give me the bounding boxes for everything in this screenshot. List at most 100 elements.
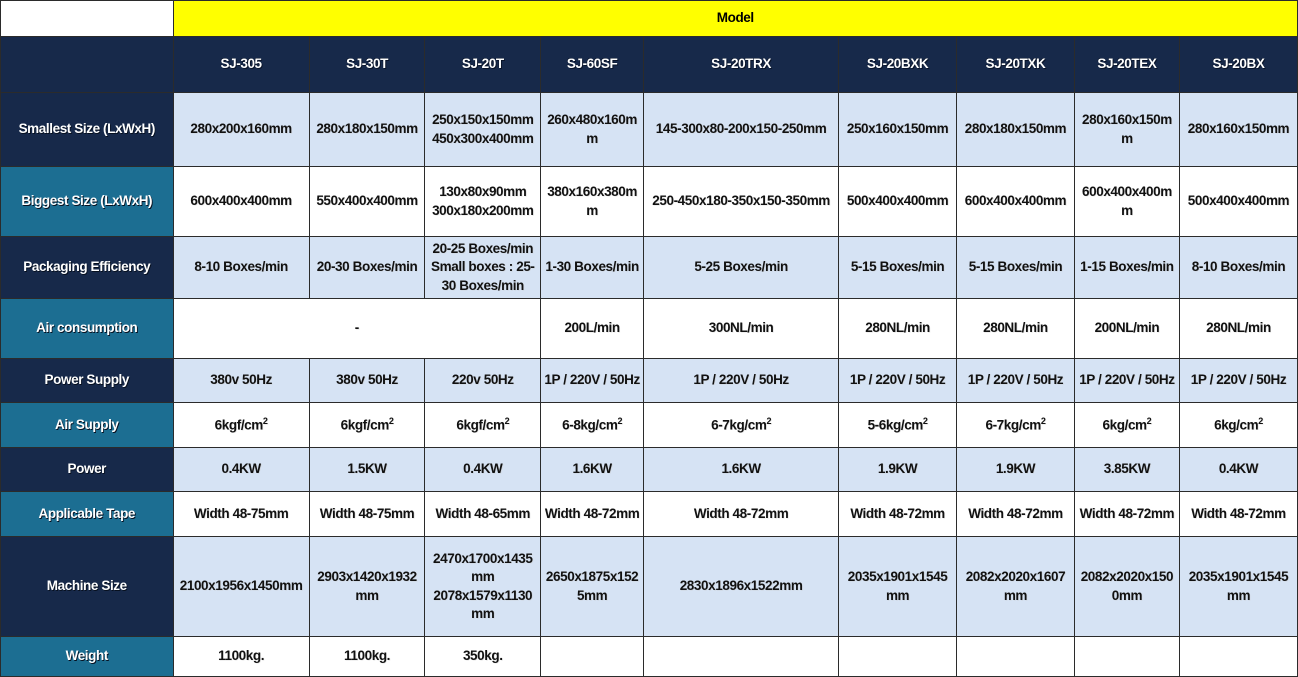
cell-sj-305: 600x400x400mm: [172, 166, 310, 237]
cell-sj-20bx: 280NL/min: [1178, 298, 1298, 359]
header-row-label-blank: [0, 36, 174, 93]
cell-sj-20txk: Width 48-72mm: [956, 491, 1075, 537]
row-label-applicable-tape: Applicable Tape: [0, 491, 174, 537]
banner-row: Model: [0, 0, 1298, 37]
cell-value: 6-7kg/cm: [985, 417, 1041, 433]
cell-sj-20trx: Width 48-72mm: [643, 491, 840, 537]
row-label-smallest-size-lxwxh: Smallest Size (LxWxH): [0, 92, 174, 167]
table-row: Smallest Size (LxWxH) 280x200x160mm 280x18…: [0, 92, 1298, 167]
model-header-sj-305: SJ-305: [172, 36, 310, 93]
model-banner: Model: [172, 0, 1298, 37]
cell-sj-60sf: Width 48-72mm: [540, 491, 645, 537]
cell-sj-305: 380v 50Hz: [172, 358, 310, 403]
table-row: Packaging Efficiency 8-10 Boxes/min 20-30 …: [0, 236, 1298, 299]
cell-line: 300x180x200mm: [432, 202, 534, 218]
cell-sj-20tex: 1-15 Boxes/min: [1073, 236, 1180, 299]
cell-sj-305: 2100x1956x1450mm: [172, 536, 310, 637]
cell-sj-20bx: Width 48-72mm: [1178, 491, 1298, 537]
cell-sj-20bx: [1178, 636, 1298, 677]
cell-sj-20txk: 2082x2020x1607mm: [956, 536, 1075, 637]
model-header-sj-20tex: SJ-20TEX: [1073, 36, 1180, 93]
model-header-sj-20bx: SJ-20BX: [1178, 36, 1298, 93]
table-row: Power Supply 380v 50Hz 380v 50Hz 220v 50Hz 1…: [0, 358, 1298, 403]
cell-value: 6-8kg/cm: [562, 417, 618, 433]
cell-sj-30t: 6kgf/cm2: [308, 402, 426, 448]
cell-sj-60sf: 1.6KW: [540, 447, 645, 492]
superscript: 2: [504, 416, 510, 427]
cell-sj-60sf: 380x160x380mm: [540, 166, 645, 237]
cell-sj-20t: 20-25 Boxes/min Small boxes : 25-30 Boxe…: [424, 236, 542, 299]
cell-sj-20trx: 250-450x180-350x150-350mm: [643, 166, 840, 237]
cell-sj-60sf: 260x480x160mm: [540, 92, 645, 167]
table-row: Machine Size 2100x1956x1450mm 2903x1420x19…: [0, 536, 1298, 637]
cell-sj-20bxk: 1P / 220V / 50Hz: [838, 358, 957, 403]
superscript: 2: [388, 416, 394, 427]
table-row: Power 0.4KW 1.5KW 0.4KW 1.6KW 1.6KW 1.9KW 1.9KW…: [0, 447, 1298, 492]
cell-sj-20bxk: 280NL/min: [838, 298, 957, 359]
cell-sj-20trx: 1.6KW: [643, 447, 840, 492]
cell-sj-20trx: 300NL/min: [643, 298, 840, 359]
cell-sj-305: 6kgf/cm2: [172, 402, 310, 448]
cell-sj-20t: 220v 50Hz: [424, 358, 542, 403]
cell-sj-20bx: 1P / 220V / 50Hz: [1178, 358, 1298, 403]
cell-sj-20t: 2470x1700x1435mm 2078x1579x1130mm: [424, 536, 542, 637]
cell-sj-20bxk: Width 48-72mm: [838, 491, 957, 537]
cell-sj-20tex: 6kg/cm2: [1073, 402, 1180, 448]
cell-sj-60sf: 2650x1875x1525mm: [540, 536, 645, 637]
cell-sj-20bxk: 2035x1901x1545mm: [838, 536, 957, 637]
model-header-sj-30t: SJ-30T: [308, 36, 426, 93]
cell-sj-305: 8-10 Boxes/min: [172, 236, 310, 299]
table-row: Biggest Size (LxWxH) 600x400x400mm 550x400…: [0, 166, 1298, 237]
merged-data-cell: -: [172, 298, 542, 359]
model-header-sj-20trx: SJ-20TRX: [643, 36, 840, 93]
cell-sj-20trx: 145-300x80-200x150-250mm: [643, 92, 840, 167]
cell-sj-20txk: 5-15 Boxes/min: [956, 236, 1075, 299]
row-label-power: Power: [0, 447, 174, 492]
cell-sj-20bx: 280x160x150mm: [1178, 92, 1298, 167]
cell-sj-20t: 0.4KW: [424, 447, 542, 492]
cell-sj-20bxk: [838, 636, 957, 677]
cell-sj-20tex: 2082x2020x1500mm: [1073, 536, 1180, 637]
cell-sj-60sf: [540, 636, 645, 677]
cell-sj-20tex: 280x160x150mm: [1073, 92, 1180, 167]
cell-sj-20bx: 500x400x400mm: [1178, 166, 1298, 237]
cell-sj-60sf: 1-30 Boxes/min: [540, 236, 645, 299]
cell-sj-305: 1100kg.: [172, 636, 310, 677]
cell-sj-20tex: [1073, 636, 1180, 677]
model-header-sj-20t: SJ-20T: [424, 36, 542, 93]
cell-sj-20bxk: 500x400x400mm: [838, 166, 957, 237]
cell-sj-20trx: 2830x1896x1522mm: [643, 536, 840, 637]
row-label-air-supply: Air Supply: [0, 402, 174, 448]
cell-value: 6kgf/cm: [214, 417, 264, 433]
cell-sj-20txk: 280NL/min: [956, 298, 1075, 359]
cell-sj-20trx: [643, 636, 840, 677]
cell-line: 2470x1700x1435mm: [433, 551, 533, 585]
cell-sj-305: Width 48-75mm: [172, 491, 310, 537]
cell-sj-20tex: 1P / 220V / 50Hz: [1073, 358, 1180, 403]
cell-sj-20bxk: 5-6kg/cm2: [838, 402, 957, 448]
cell-sj-20t: 250x150x150mm 450x300x400mm: [424, 92, 542, 167]
superscript: 2: [1040, 416, 1046, 427]
cell-value: 5-6kg/cm: [867, 417, 924, 433]
cell-sj-20trx: 6-7kg/cm2: [643, 402, 840, 448]
cell-sj-60sf: 200L/min: [540, 298, 645, 359]
superscript: 2: [1258, 416, 1263, 427]
model-header-sj-20txk: SJ-20TXK: [956, 36, 1075, 93]
cell-value: 6kg/cm: [1214, 417, 1259, 433]
cell-sj-20txk: 1P / 220V / 50Hz: [956, 358, 1075, 403]
row-label-biggest-size-lxwxh: Biggest Size (LxWxH): [0, 166, 174, 237]
cell-sj-20tex: 200NL/min: [1073, 298, 1180, 359]
cell-sj-30t: 550x400x400mm: [308, 166, 426, 237]
row-label-power-supply: Power Supply: [0, 358, 174, 403]
cell-value: 6-7kg/cm: [711, 417, 767, 433]
superscript: 2: [617, 416, 623, 427]
cell-sj-60sf: 1P / 220V / 50Hz: [540, 358, 645, 403]
cell-sj-20trx: 5-25 Boxes/min: [643, 236, 840, 299]
model-header-sj-20bxk: SJ-20BXK: [838, 36, 957, 93]
superscript: 2: [922, 416, 928, 427]
row-label-air-consumption: Air consumption: [0, 298, 174, 359]
corner-blank-cell: [0, 0, 174, 37]
table-row: Weight 1100kg. 1100kg. 350kg.: [0, 636, 1298, 677]
